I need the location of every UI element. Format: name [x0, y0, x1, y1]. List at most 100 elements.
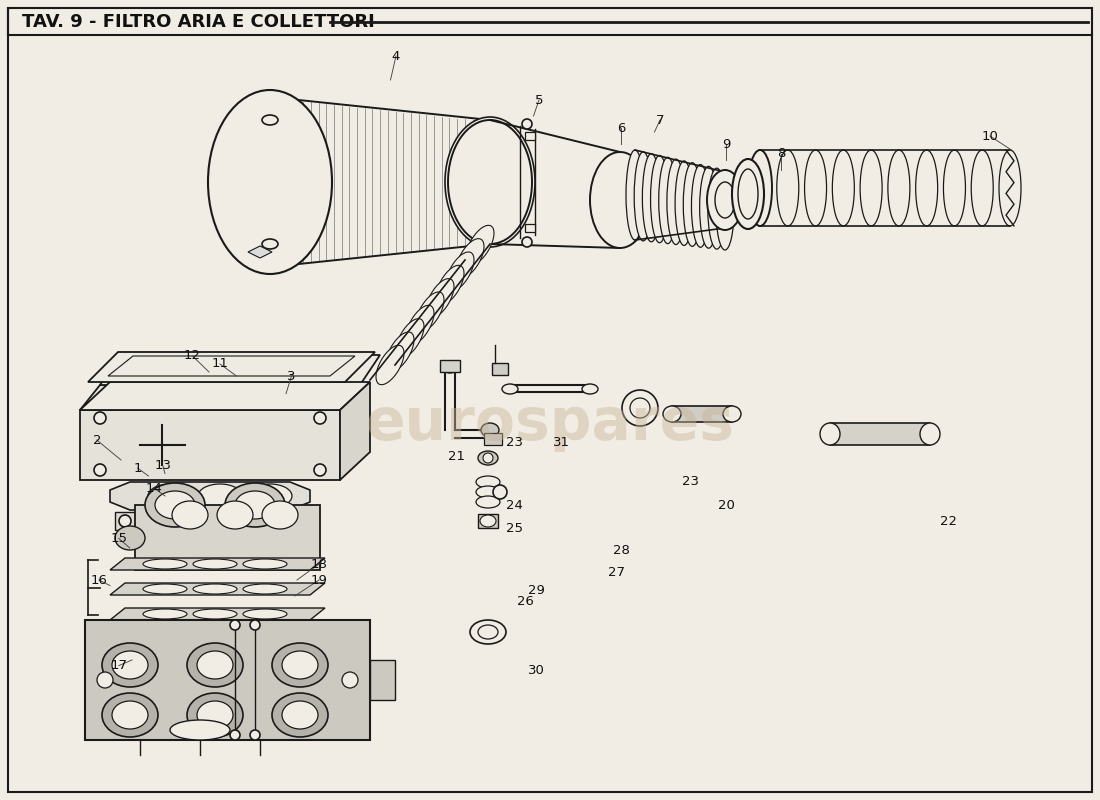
Bar — [492, 363, 508, 375]
Circle shape — [263, 175, 277, 189]
Text: TAV. 9 - FILTRO ARIA E COLLETTORI: TAV. 9 - FILTRO ARIA E COLLETTORI — [22, 13, 375, 31]
Text: 24: 24 — [506, 499, 524, 512]
Circle shape — [97, 672, 113, 688]
Ellipse shape — [738, 169, 758, 219]
Text: 21: 21 — [448, 450, 465, 462]
Bar — [478, 514, 498, 528]
Ellipse shape — [642, 154, 660, 242]
Polygon shape — [248, 246, 272, 258]
Bar — [135, 505, 320, 570]
Polygon shape — [110, 482, 310, 510]
Ellipse shape — [707, 170, 743, 230]
Ellipse shape — [192, 584, 236, 594]
Ellipse shape — [102, 693, 158, 737]
Circle shape — [230, 620, 240, 630]
Ellipse shape — [915, 150, 937, 226]
Text: 2: 2 — [92, 434, 101, 446]
Text: 29: 29 — [528, 584, 546, 597]
Ellipse shape — [272, 643, 328, 687]
Circle shape — [94, 464, 106, 476]
Ellipse shape — [170, 720, 230, 740]
Ellipse shape — [282, 701, 318, 729]
Ellipse shape — [716, 170, 734, 250]
Ellipse shape — [723, 406, 741, 422]
Text: 9: 9 — [722, 138, 730, 150]
Ellipse shape — [715, 182, 735, 218]
Text: 13: 13 — [154, 459, 172, 472]
Ellipse shape — [143, 609, 187, 619]
Ellipse shape — [143, 559, 187, 569]
Text: 23: 23 — [682, 475, 700, 488]
Ellipse shape — [145, 483, 205, 527]
Ellipse shape — [944, 150, 966, 226]
Ellipse shape — [920, 423, 940, 445]
Ellipse shape — [226, 483, 285, 527]
Ellipse shape — [187, 643, 243, 687]
Text: 25: 25 — [506, 522, 524, 534]
Polygon shape — [340, 382, 370, 480]
Ellipse shape — [833, 150, 855, 226]
Ellipse shape — [590, 152, 650, 248]
Ellipse shape — [436, 266, 464, 305]
Ellipse shape — [502, 384, 518, 394]
Ellipse shape — [452, 127, 528, 237]
Ellipse shape — [476, 476, 501, 488]
Ellipse shape — [192, 609, 236, 619]
Ellipse shape — [243, 559, 287, 569]
Ellipse shape — [732, 159, 764, 229]
Polygon shape — [525, 132, 535, 140]
Ellipse shape — [675, 161, 693, 246]
Polygon shape — [370, 660, 395, 700]
Ellipse shape — [446, 252, 474, 291]
Circle shape — [522, 237, 532, 247]
Ellipse shape — [248, 484, 292, 508]
Text: 1: 1 — [133, 462, 142, 474]
Text: 14: 14 — [145, 482, 163, 494]
Ellipse shape — [630, 398, 650, 418]
Ellipse shape — [243, 584, 287, 594]
Ellipse shape — [258, 164, 282, 200]
Circle shape — [342, 672, 358, 688]
Text: eurospares: eurospares — [365, 395, 735, 453]
Ellipse shape — [262, 501, 298, 529]
Bar — [830, 423, 930, 445]
Text: 7: 7 — [656, 114, 664, 126]
Text: 27: 27 — [607, 566, 625, 578]
Ellipse shape — [448, 120, 532, 244]
Ellipse shape — [243, 609, 287, 619]
Ellipse shape — [197, 651, 233, 679]
Text: 3: 3 — [287, 370, 296, 382]
Text: 30: 30 — [528, 664, 546, 677]
Ellipse shape — [217, 501, 253, 529]
Text: 5: 5 — [535, 94, 543, 106]
Polygon shape — [88, 352, 375, 382]
Bar — [440, 360, 460, 372]
Ellipse shape — [456, 238, 484, 278]
Polygon shape — [80, 382, 370, 410]
Bar — [85, 620, 370, 740]
Ellipse shape — [888, 150, 910, 226]
Ellipse shape — [650, 155, 669, 242]
Ellipse shape — [187, 693, 243, 737]
Ellipse shape — [406, 306, 434, 345]
Ellipse shape — [582, 384, 598, 394]
Text: 17: 17 — [110, 659, 128, 672]
Ellipse shape — [262, 239, 278, 249]
Ellipse shape — [476, 486, 501, 498]
Text: 15: 15 — [110, 532, 128, 545]
Ellipse shape — [820, 423, 840, 445]
Text: 18: 18 — [310, 558, 328, 570]
Text: 8: 8 — [777, 147, 785, 160]
Bar — [672, 406, 732, 422]
Ellipse shape — [386, 332, 414, 371]
Ellipse shape — [235, 491, 275, 519]
Text: 19: 19 — [310, 574, 328, 586]
Ellipse shape — [621, 390, 658, 426]
Ellipse shape — [112, 701, 148, 729]
Circle shape — [94, 412, 106, 424]
Ellipse shape — [282, 651, 318, 679]
Text: 23: 23 — [506, 436, 524, 449]
Ellipse shape — [192, 559, 236, 569]
Ellipse shape — [626, 150, 644, 240]
Ellipse shape — [155, 491, 195, 519]
